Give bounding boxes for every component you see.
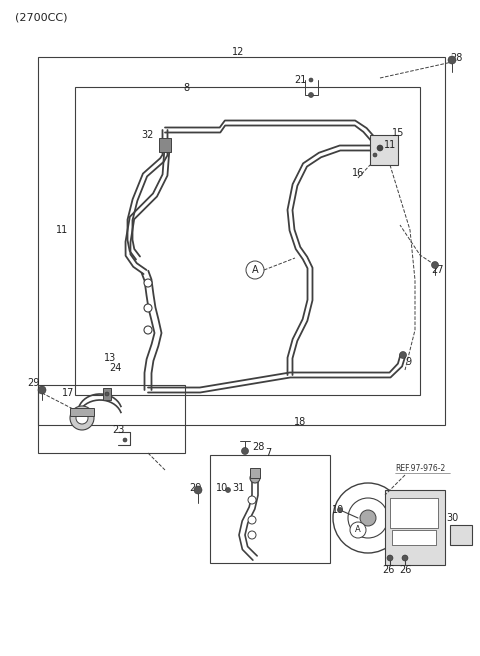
Circle shape (105, 392, 109, 396)
Text: 10: 10 (216, 483, 228, 493)
Circle shape (309, 78, 313, 82)
Text: 27: 27 (432, 265, 444, 275)
Circle shape (377, 145, 383, 151)
Circle shape (387, 555, 393, 561)
Text: 26: 26 (382, 565, 394, 575)
Circle shape (123, 438, 127, 442)
Text: 7: 7 (265, 448, 271, 458)
Bar (210, 455, 330, 563)
Circle shape (348, 498, 388, 538)
Text: 15: 15 (392, 128, 404, 138)
Text: 18: 18 (294, 417, 306, 427)
Bar (385, 490, 445, 565)
Bar (159, 138, 171, 152)
Circle shape (360, 510, 376, 526)
Text: 10: 10 (332, 505, 344, 515)
Bar (370, 135, 398, 165)
Circle shape (309, 92, 313, 98)
Circle shape (399, 352, 407, 358)
Text: (2700CC): (2700CC) (15, 12, 68, 22)
Circle shape (402, 555, 408, 561)
Text: 32: 32 (142, 130, 154, 140)
Circle shape (241, 447, 249, 455)
Circle shape (144, 279, 152, 287)
Text: 28: 28 (252, 442, 264, 452)
Text: 29: 29 (27, 378, 39, 388)
Text: REF.97-976-2: REF.97-976-2 (395, 464, 445, 473)
Text: 17: 17 (62, 388, 74, 398)
Text: 13: 13 (104, 353, 116, 363)
Circle shape (144, 326, 152, 334)
Circle shape (246, 261, 264, 279)
Text: 11: 11 (56, 225, 68, 235)
Text: 23: 23 (112, 425, 124, 435)
Bar (390, 498, 438, 528)
Text: 16: 16 (352, 168, 364, 178)
Circle shape (448, 56, 456, 64)
Circle shape (226, 487, 230, 493)
Circle shape (432, 262, 439, 268)
Text: 24: 24 (109, 363, 121, 373)
Text: 8: 8 (183, 83, 189, 93)
Circle shape (250, 473, 260, 483)
Bar (75, 87, 420, 395)
Circle shape (333, 483, 403, 553)
Circle shape (38, 386, 46, 394)
Circle shape (373, 153, 377, 157)
Text: 31: 31 (232, 483, 244, 493)
Text: 26: 26 (399, 565, 411, 575)
Text: 21: 21 (294, 75, 306, 85)
Circle shape (248, 516, 256, 524)
Text: 28: 28 (450, 53, 462, 63)
Bar (103, 388, 111, 400)
Bar (250, 468, 260, 478)
Text: 12: 12 (232, 47, 244, 57)
Circle shape (144, 304, 152, 312)
Text: 11: 11 (384, 140, 396, 150)
Circle shape (194, 486, 202, 494)
Text: A: A (355, 525, 361, 535)
Text: 9: 9 (405, 357, 411, 367)
Bar (392, 530, 436, 545)
Circle shape (337, 508, 343, 512)
Text: 29: 29 (189, 483, 201, 493)
Circle shape (76, 412, 88, 424)
Bar (38, 57, 445, 425)
Bar (450, 525, 472, 545)
Circle shape (350, 522, 366, 538)
Bar (38, 385, 185, 453)
Circle shape (70, 406, 94, 430)
Circle shape (248, 531, 256, 539)
Circle shape (248, 496, 256, 504)
Text: A: A (252, 265, 258, 275)
Bar (70, 408, 94, 416)
Text: 30: 30 (446, 513, 458, 523)
